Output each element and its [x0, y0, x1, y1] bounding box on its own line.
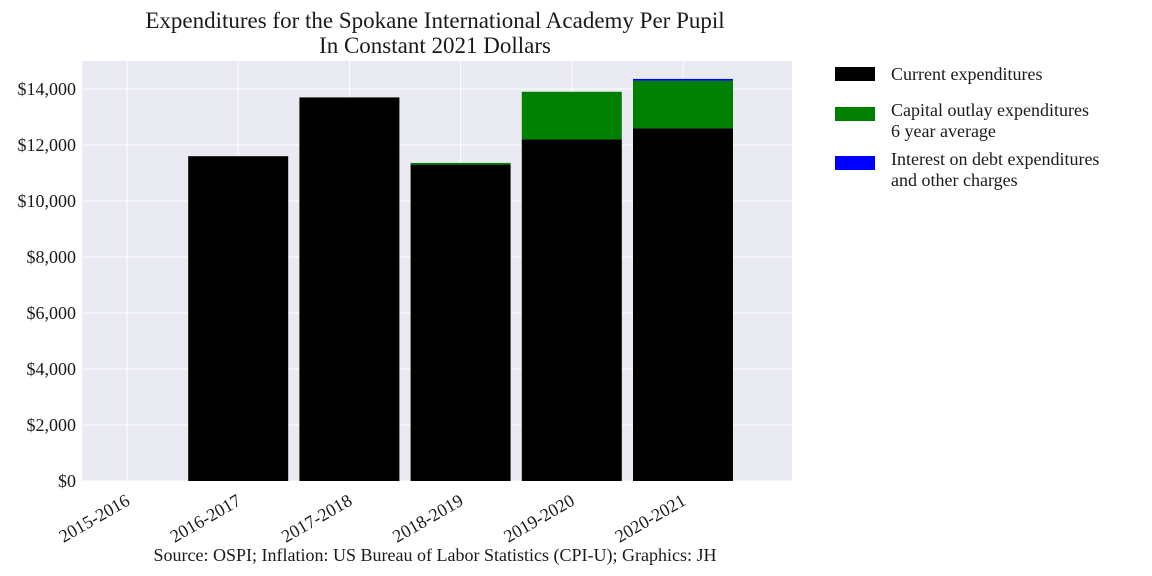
- legend-label: 6 year average: [891, 121, 996, 141]
- legend-swatch: [835, 67, 875, 81]
- y-tick-label: $6,000: [27, 303, 77, 323]
- chart-title: Expenditures for the Spokane Internation…: [145, 8, 724, 33]
- bar-2020-2021-series-1: [633, 128, 733, 481]
- y-tick-label: $10,000: [18, 191, 77, 211]
- bar-2020-2021-series-2: [633, 80, 733, 129]
- legend-label: Current expenditures: [891, 64, 1042, 84]
- y-tick-label: $0: [58, 471, 76, 491]
- x-axis-ticks: 2015-2016 2016-2017 2017-2018 2018-2019 2019…: [55, 490, 689, 546]
- bars: [188, 78, 733, 482]
- bar-2019-2020-series-2: [521, 91, 622, 140]
- y-tick-label: $8,000: [27, 247, 77, 267]
- legend: Current expenditures Capital outlay expen…: [835, 64, 1099, 190]
- bar-2018-2019-series-2: [410, 162, 511, 165]
- y-axis-ticks: $0 $2,000 $4,000 $6,000 $8,000 $10,000 $12,000…: [18, 79, 77, 491]
- y-tick-label: $4,000: [27, 359, 77, 379]
- y-tick-label: $2,000: [27, 415, 77, 435]
- source-note: Source: OSPI; Inflation: US Bureau of La…: [154, 545, 717, 566]
- bar-2018-2019-series-1: [410, 164, 511, 481]
- chart-subtitle: In Constant 2021 Dollars: [319, 33, 551, 58]
- bar-2020-2021-series-3: [633, 78, 733, 81]
- legend-swatch: [835, 156, 875, 170]
- legend-swatch: [835, 107, 875, 121]
- x-tick-label: 2016-2017: [167, 490, 245, 546]
- y-tick-label: $12,000: [18, 135, 77, 155]
- bar-2019-2020-series-1: [521, 139, 622, 481]
- bar-2017-2018-series-1: [299, 97, 400, 482]
- legend-label: Capital outlay expenditures: [891, 100, 1089, 120]
- legend-label: and other charges: [891, 170, 1018, 190]
- x-tick-label: 2018-2019: [389, 490, 467, 546]
- x-tick-label: 2017-2018: [278, 490, 356, 546]
- bar-2016-2017-series-1: [188, 156, 289, 481]
- x-tick-label: 2015-2016: [55, 490, 133, 546]
- x-tick-label: 2019-2020: [500, 490, 578, 546]
- legend-label: Interest on debt expenditures: [891, 149, 1099, 169]
- y-tick-label: $14,000: [18, 79, 77, 99]
- x-tick-label: 2020-2021: [611, 490, 689, 546]
